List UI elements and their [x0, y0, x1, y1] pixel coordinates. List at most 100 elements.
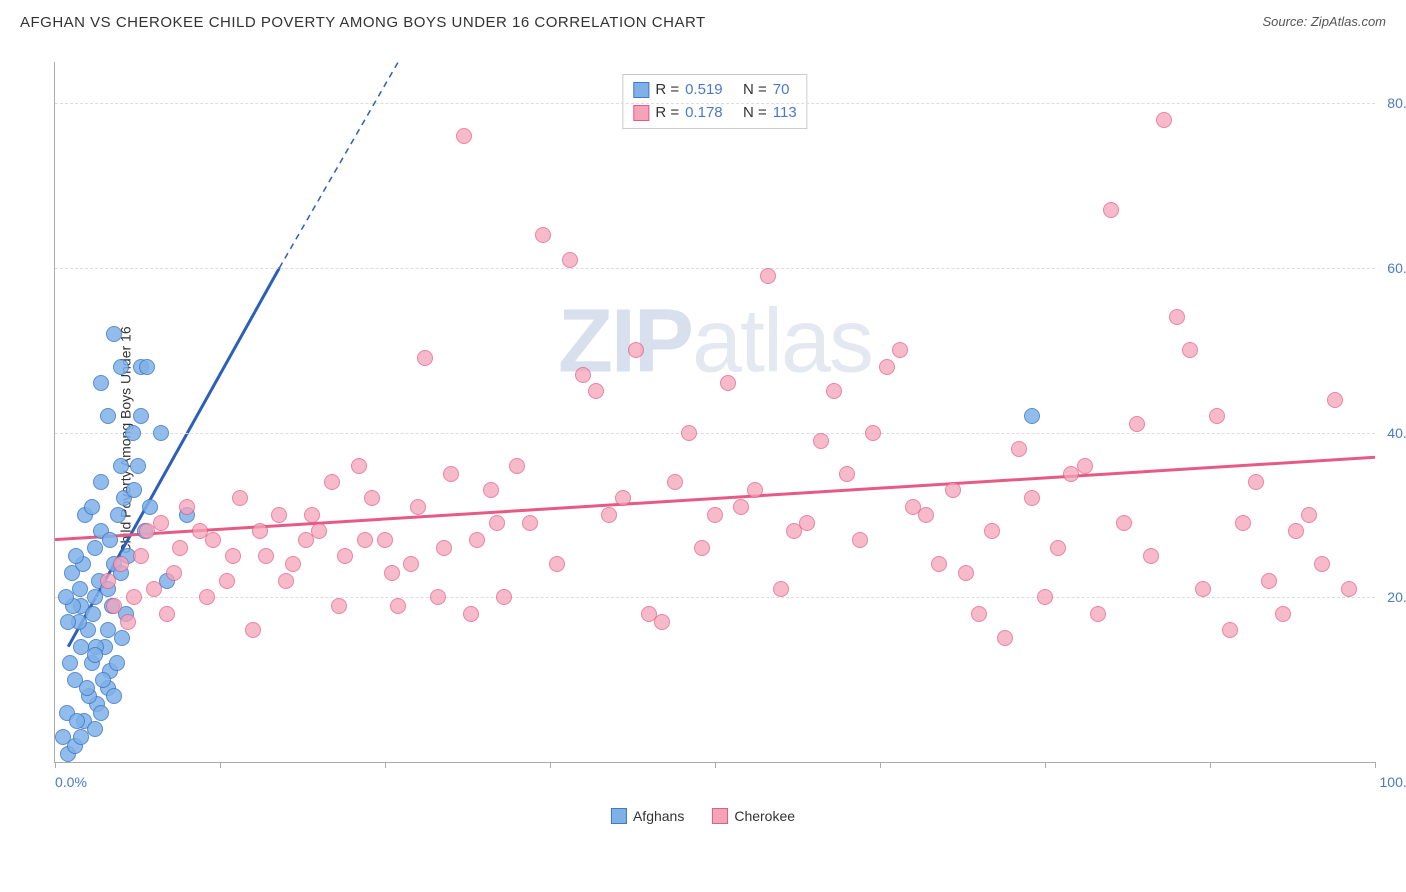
y-tick-label: 40.0%: [1379, 425, 1406, 441]
legend-item-afghans: Afghans: [611, 808, 684, 824]
scatter-point: [120, 614, 136, 630]
scatter-point: [1327, 392, 1343, 408]
scatter-point: [588, 383, 604, 399]
scatter-point: [245, 622, 261, 638]
scatter-point: [535, 227, 551, 243]
scatter-point: [575, 367, 591, 383]
scatter-point: [549, 556, 565, 572]
scatter-point: [733, 499, 749, 515]
legend-label-afghans: Afghans: [633, 808, 684, 824]
scatter-point: [357, 532, 373, 548]
scatter-point: [166, 565, 182, 581]
scatter-point: [1050, 540, 1066, 556]
scatter-point: [69, 713, 85, 729]
y-tick-label: 60.0%: [1379, 260, 1406, 276]
scatter-point: [615, 490, 631, 506]
scatter-point: [93, 375, 109, 391]
scatter-point: [55, 729, 71, 745]
legend-stats-row-afghans: R = 0.519 N = 70: [633, 79, 796, 102]
scatter-point: [102, 532, 118, 548]
scatter-point: [364, 490, 380, 506]
gridline: [55, 597, 1375, 598]
swatch-afghans-icon: [633, 82, 649, 98]
scatter-point: [93, 705, 109, 721]
scatter-point: [93, 474, 109, 490]
scatter-point: [87, 647, 103, 663]
scatter-point: [410, 499, 426, 515]
scatter-point: [85, 606, 101, 622]
scatter-point: [113, 359, 129, 375]
scatter-point: [417, 350, 433, 366]
scatter-point: [285, 556, 301, 572]
scatter-point: [100, 408, 116, 424]
scatter-point: [720, 375, 736, 391]
scatter-point: [110, 507, 126, 523]
scatter-point: [1341, 581, 1357, 597]
stat-n-cherokee: 113: [773, 102, 797, 125]
legend-stats-box: R = 0.519 N = 70 R = 0.178 N = 113: [622, 74, 807, 129]
scatter-point: [133, 408, 149, 424]
watermark-atlas: atlas: [692, 292, 872, 392]
scatter-point: [278, 573, 294, 589]
gridline: [55, 433, 1375, 434]
scatter-point: [384, 565, 400, 581]
scatter-point: [456, 128, 472, 144]
scatter-point: [225, 548, 241, 564]
x-tick-mark: [220, 762, 221, 768]
scatter-point: [403, 556, 419, 572]
scatter-point: [496, 589, 512, 605]
scatter-point: [113, 458, 129, 474]
source-attribution: Source: ZipAtlas.com: [1262, 14, 1386, 29]
scatter-point: [114, 630, 130, 646]
scatter-point: [271, 507, 287, 523]
scatter-point: [106, 688, 122, 704]
scatter-point: [1248, 474, 1264, 490]
scatter-point: [219, 573, 235, 589]
scatter-point: [1209, 408, 1225, 424]
scatter-point: [142, 499, 158, 515]
scatter-point: [106, 326, 122, 342]
scatter-point: [654, 614, 670, 630]
scatter-point: [707, 507, 723, 523]
scatter-point: [628, 342, 644, 358]
scatter-point: [483, 482, 499, 498]
swatch-cherokee-icon: [712, 808, 728, 824]
stat-n-label: N =: [743, 79, 767, 102]
scatter-point: [106, 598, 122, 614]
scatter-point: [489, 515, 505, 531]
scatter-point: [760, 268, 776, 284]
scatter-point: [68, 548, 84, 564]
x-axis-min-label: 0.0%: [55, 774, 87, 790]
scatter-point: [430, 589, 446, 605]
scatter-point: [1261, 573, 1277, 589]
scatter-point: [918, 507, 934, 523]
scatter-point: [562, 252, 578, 268]
scatter-point: [799, 515, 815, 531]
scatter-point: [232, 490, 248, 506]
scatter-point: [1301, 507, 1317, 523]
scatter-point: [84, 499, 100, 515]
scatter-point: [72, 581, 88, 597]
scatter-point: [1077, 458, 1093, 474]
trend-line: [279, 62, 398, 268]
scatter-point: [87, 540, 103, 556]
scatter-point: [252, 523, 268, 539]
scatter-point: [681, 425, 697, 441]
plot-area: ZIPatlas 0.0% 100.0% R = 0.519 N = 70 R …: [54, 62, 1375, 763]
scatter-point: [311, 523, 327, 539]
scatter-point: [113, 556, 129, 572]
legend-label-cherokee: Cherokee: [734, 808, 795, 824]
y-tick-label: 20.0%: [1379, 589, 1406, 605]
scatter-point: [601, 507, 617, 523]
scatter-point: [1090, 606, 1106, 622]
stat-r-label: R =: [655, 102, 679, 125]
scatter-point: [1024, 490, 1040, 506]
scatter-point: [997, 630, 1013, 646]
scatter-point: [958, 565, 974, 581]
chart-title: AFGHAN VS CHEROKEE CHILD POVERTY AMONG B…: [20, 14, 706, 31]
scatter-point: [79, 680, 95, 696]
x-tick-mark: [55, 762, 56, 768]
scatter-point: [351, 458, 367, 474]
scatter-point: [60, 614, 76, 630]
scatter-point: [1195, 581, 1211, 597]
